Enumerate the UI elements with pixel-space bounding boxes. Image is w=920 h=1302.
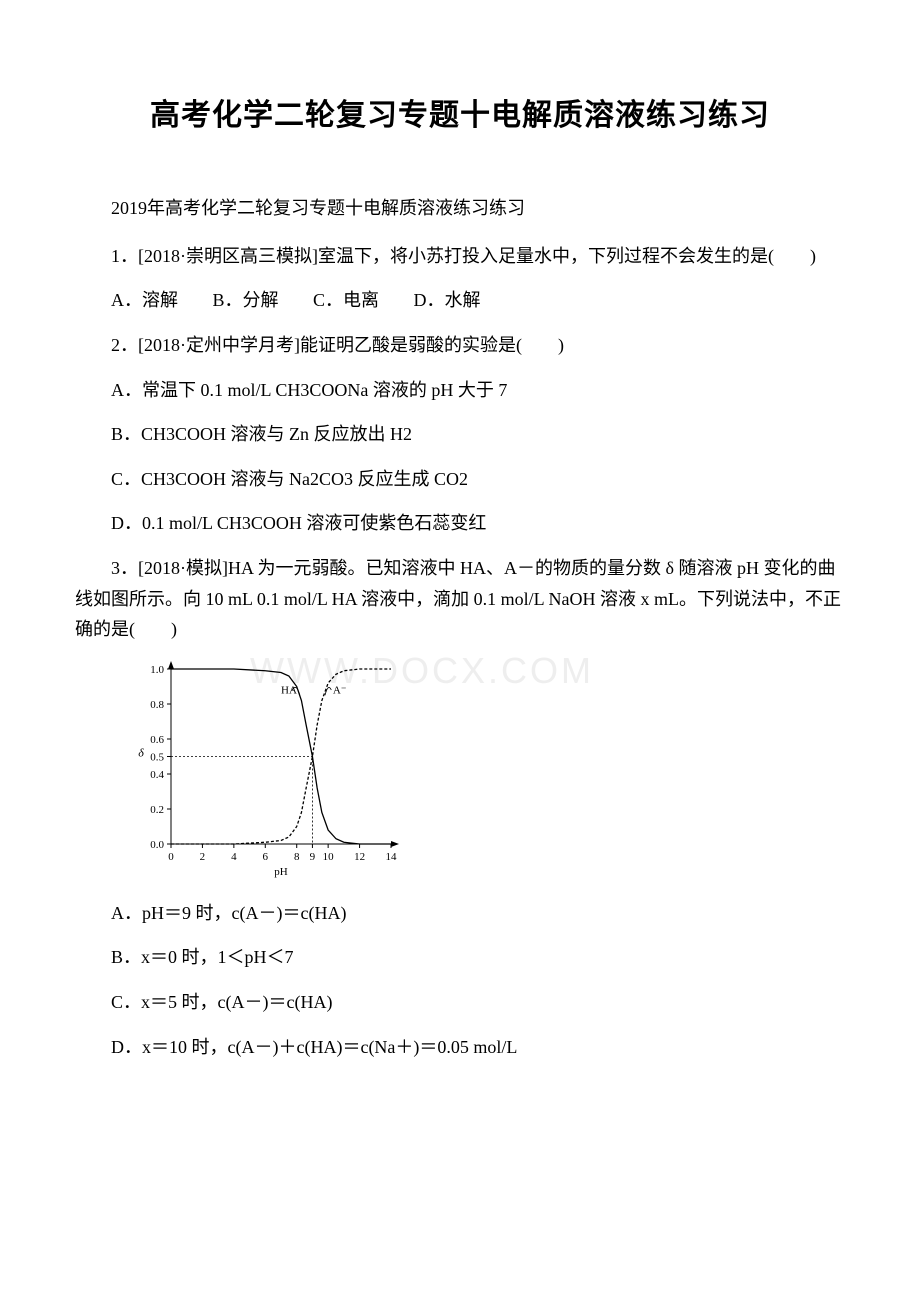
svg-text:pH: pH [274,866,288,878]
q2-option-d: D．0.1 mol/L CH3COOH 溶液可使紫色石蕊变红 [75,508,845,539]
q3-option-b: B．x＝0 时，1＜pH＜7 [75,942,845,973]
q2-option-b: B．CH3COOH 溶液与 Zn 反应放出 H2 [75,419,845,450]
svg-text:HA: HA [281,684,297,696]
svg-text:0.5: 0.5 [150,751,164,763]
q1-option-a: A．溶解 [111,290,178,310]
subtitle: 2019年高考化学二轮复习专题十电解质溶液练习练习 [75,194,845,223]
svg-text:6: 6 [263,851,269,863]
svg-text:A⁻: A⁻ [333,684,347,696]
svg-text:δ: δ [138,745,144,759]
q1-option-c: C．电离 [313,290,379,310]
svg-text:1.0: 1.0 [150,664,164,676]
q2-option-a: A．常温下 0.1 mol/L CH3COONa 溶液的 pH 大于 7 [75,375,845,406]
q3-option-a: A．pH＝9 时，c(A－)＝c(HA) [75,898,845,929]
svg-text:0: 0 [168,851,174,863]
chart-svg: 0 2 4 6 89 10 12 14 0.0 0.2 0.4 0.5 0.6 0.8 1.0 pH δ HA A⁻ [131,659,401,879]
q3-option-d: D．x＝10 时，c(A－)＋c(HA)＝c(Na＋)＝0.05 mol/L [75,1032,845,1063]
svg-text:9: 9 [310,851,316,863]
svg-text:0.4: 0.4 [150,769,164,781]
chart-container: 0 2 4 6 89 10 12 14 0.0 0.2 0.4 0.5 0.6 0.8 1.0 pH δ HA A⁻ [131,659,845,884]
question-2-text: 2．[2018·定州中学月考]能证明乙酸是弱酸的实验是( ) [75,330,845,361]
question-1-options: A．溶解 B．分解 C．电离 D．水解 [75,285,845,316]
svg-text:2: 2 [200,851,206,863]
svg-text:14: 14 [386,851,398,863]
svg-text:8: 8 [294,851,300,863]
svg-text:4: 4 [231,851,237,863]
question-1-text: 1．[2018·崇明区高三模拟]室温下，将小苏打投入足量水中，下列过程不会发生的… [75,241,845,272]
question-3-text: 3．[2018·模拟]HA 为一元弱酸。已知溶液中 HA、A－的物质的量分数 δ… [75,553,845,645]
page-title: 高考化学二轮复习专题十电解质溶液练习练习 [75,90,845,134]
svg-text:12: 12 [354,851,365,863]
svg-text:0.0: 0.0 [150,839,164,851]
q1-option-d: D．水解 [414,290,481,310]
svg-text:0.2: 0.2 [150,804,164,816]
svg-text:0.6: 0.6 [150,734,164,746]
q2-option-c: C．CH3COOH 溶液与 Na2CO3 反应生成 CO2 [75,464,845,495]
svg-text:0.8: 0.8 [150,699,164,711]
svg-text:10: 10 [323,851,335,863]
q1-option-b: B．分解 [213,290,279,310]
q3-option-c: C．x＝5 时，c(A－)＝c(HA) [75,987,845,1018]
